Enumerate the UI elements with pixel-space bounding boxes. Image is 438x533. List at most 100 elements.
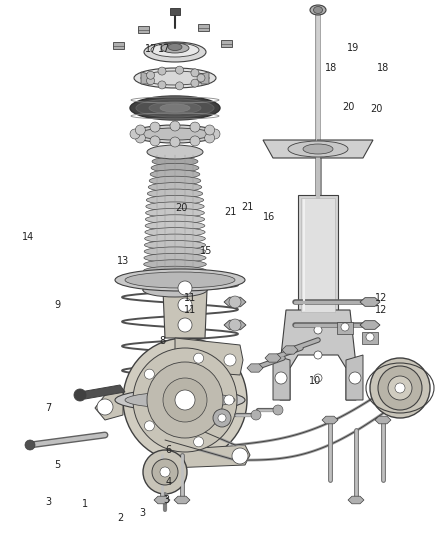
Ellipse shape — [115, 269, 245, 291]
Ellipse shape — [145, 240, 205, 249]
Polygon shape — [224, 320, 246, 330]
Polygon shape — [375, 416, 391, 424]
Circle shape — [145, 421, 155, 431]
Text: 8: 8 — [159, 336, 165, 346]
Polygon shape — [265, 354, 281, 362]
Circle shape — [25, 440, 35, 450]
Bar — [113, 42, 124, 49]
Ellipse shape — [141, 71, 209, 85]
Circle shape — [190, 122, 200, 132]
Ellipse shape — [151, 43, 199, 57]
Text: 21: 21 — [224, 207, 236, 217]
Circle shape — [133, 348, 237, 452]
Ellipse shape — [151, 163, 199, 172]
Ellipse shape — [144, 253, 206, 262]
Circle shape — [74, 389, 86, 401]
Circle shape — [158, 67, 166, 75]
Circle shape — [378, 366, 422, 410]
Circle shape — [251, 410, 261, 420]
Ellipse shape — [143, 279, 207, 288]
Ellipse shape — [310, 5, 326, 15]
Ellipse shape — [145, 221, 205, 230]
Text: 21: 21 — [241, 202, 254, 212]
Circle shape — [224, 395, 234, 405]
Polygon shape — [95, 390, 123, 420]
Ellipse shape — [146, 196, 204, 205]
Circle shape — [97, 399, 113, 415]
Circle shape — [123, 338, 247, 462]
Bar — [298, 195, 338, 315]
Ellipse shape — [144, 42, 206, 62]
Polygon shape — [247, 364, 263, 372]
Circle shape — [158, 81, 166, 89]
Text: 3: 3 — [139, 508, 145, 518]
Polygon shape — [141, 72, 149, 84]
Ellipse shape — [147, 145, 203, 159]
Text: 3: 3 — [163, 495, 170, 505]
Polygon shape — [175, 338, 243, 375]
Polygon shape — [346, 355, 363, 400]
Circle shape — [273, 405, 283, 415]
Ellipse shape — [288, 141, 348, 157]
Ellipse shape — [148, 183, 202, 192]
Polygon shape — [154, 496, 170, 504]
Circle shape — [349, 372, 361, 384]
Ellipse shape — [161, 43, 189, 53]
Bar — [170, 8, 180, 15]
Text: 17: 17 — [145, 44, 157, 54]
Bar — [301, 198, 335, 312]
Ellipse shape — [136, 99, 214, 117]
Circle shape — [366, 333, 374, 341]
Polygon shape — [360, 297, 380, 306]
Circle shape — [191, 69, 199, 77]
Polygon shape — [201, 72, 209, 84]
Text: 16: 16 — [263, 213, 276, 222]
Ellipse shape — [152, 157, 198, 166]
Circle shape — [190, 136, 200, 146]
Polygon shape — [322, 416, 338, 424]
Ellipse shape — [125, 392, 235, 408]
Text: 9: 9 — [54, 300, 60, 310]
Polygon shape — [348, 496, 364, 504]
Circle shape — [197, 74, 205, 82]
Polygon shape — [224, 297, 246, 307]
Ellipse shape — [314, 6, 322, 13]
Text: 18: 18 — [377, 63, 389, 73]
Circle shape — [388, 376, 412, 400]
Circle shape — [218, 414, 226, 422]
Ellipse shape — [125, 272, 235, 288]
Circle shape — [176, 82, 184, 90]
Circle shape — [314, 326, 322, 334]
Ellipse shape — [144, 247, 206, 256]
Polygon shape — [362, 332, 378, 344]
Ellipse shape — [143, 273, 207, 281]
Ellipse shape — [144, 266, 207, 275]
Polygon shape — [174, 496, 190, 504]
Circle shape — [152, 459, 178, 485]
Ellipse shape — [147, 189, 203, 198]
Text: 12: 12 — [375, 305, 387, 315]
Circle shape — [314, 351, 322, 359]
Ellipse shape — [149, 102, 201, 114]
Circle shape — [176, 66, 184, 74]
Polygon shape — [263, 140, 373, 158]
Circle shape — [147, 71, 155, 79]
Ellipse shape — [153, 150, 197, 159]
Circle shape — [314, 374, 322, 382]
Text: 11: 11 — [184, 294, 197, 303]
Ellipse shape — [150, 170, 200, 179]
Text: 11: 11 — [184, 305, 197, 315]
Ellipse shape — [143, 286, 207, 295]
Text: 10: 10 — [309, 376, 321, 386]
Polygon shape — [80, 385, 125, 399]
Bar — [221, 40, 232, 47]
Text: 13: 13 — [117, 256, 129, 266]
Circle shape — [178, 298, 192, 312]
Circle shape — [163, 378, 207, 422]
Text: 6: 6 — [166, 446, 172, 455]
Ellipse shape — [146, 202, 204, 211]
Polygon shape — [273, 355, 290, 400]
Ellipse shape — [145, 215, 205, 224]
Ellipse shape — [145, 208, 205, 217]
Circle shape — [191, 79, 199, 87]
